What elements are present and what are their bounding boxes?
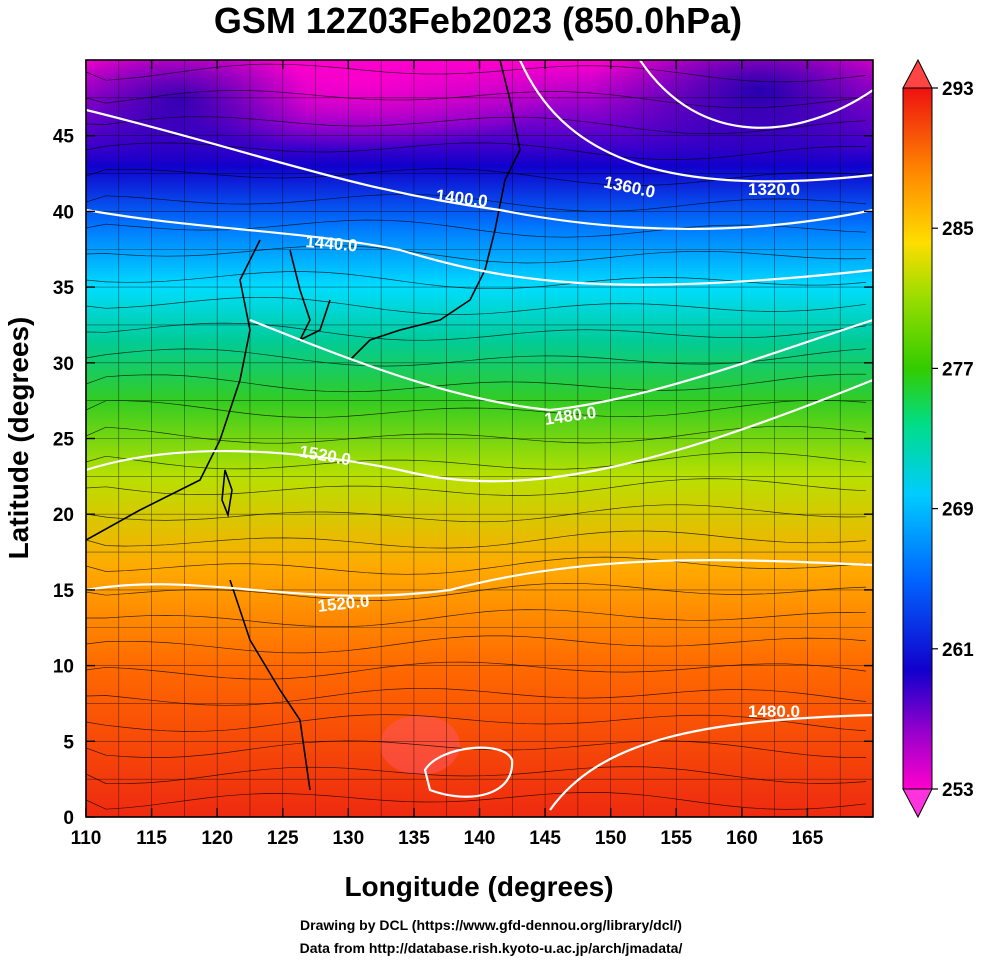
y-axis-label: Latitude (degrees): [3, 317, 34, 560]
streamline: [86, 373, 866, 393]
y-axis-ticks: 0 5 10 15 20 25 30 35 40 45: [53, 127, 873, 829]
colorbar-tick-label: 277: [942, 359, 974, 380]
streamline: [86, 425, 867, 444]
streamline: [86, 792, 867, 810]
streamline: [86, 661, 867, 680]
temperature-field: [86, 60, 873, 817]
contour-1320: [639, 60, 873, 129]
colorbar: 293 285 277 269 261 253: [902, 58, 974, 819]
contour-1360: [518, 60, 873, 183]
colorbar-ticks: 293 285 277 269 261 253: [932, 79, 974, 801]
colorbar-tick-label: 293: [942, 79, 974, 100]
streamline: [86, 452, 867, 470]
contour-1480-loop: [423, 746, 514, 798]
coastline-japan: [349, 60, 521, 361]
streamline: [86, 635, 867, 654]
streamline: [86, 556, 867, 575]
x-tick-label: 145: [529, 828, 561, 849]
streamline: [86, 504, 867, 523]
x-tick-label: 135: [398, 828, 430, 849]
colorbar-tick-label: 261: [942, 640, 974, 661]
contour-1520-n: [86, 378, 873, 483]
y-tick-label: 5: [63, 732, 74, 753]
x-tick-label: 140: [464, 828, 496, 849]
streamline: [86, 399, 867, 418]
y-tick-label: 40: [53, 202, 74, 223]
streamline: [86, 609, 867, 628]
contour-1480: [249, 318, 873, 412]
y-tick-label: 0: [63, 808, 74, 829]
coastlines: [86, 60, 521, 791]
coastline-china: [86, 239, 261, 541]
contour-1400: [86, 108, 873, 231]
x-tick-label: 155: [660, 828, 692, 849]
x-tick-label: 130: [332, 828, 364, 849]
streamline: [86, 63, 867, 83]
streamline: [86, 687, 867, 706]
y-tick-label: 20: [53, 505, 74, 526]
colorbar-bottom-triangle: [902, 788, 933, 819]
credit-data: Data from http://database.rish.kyoto-u.a…: [299, 940, 683, 956]
y-tick-label: 30: [53, 354, 74, 375]
coastline-taiwan: [221, 469, 233, 518]
streamline: [86, 296, 867, 315]
streamline: [86, 530, 867, 549]
x-tick-label: 165: [792, 828, 824, 849]
colorbar-tick-label: 269: [942, 500, 974, 521]
x-tick-label: 120: [201, 828, 233, 849]
streamline: [86, 90, 867, 109]
contour-label: 1440.0: [305, 232, 358, 255]
coastline-philippines: [229, 579, 311, 791]
contour-labels: 1320.0 1360.0 1400.0 1440.0 1480.0 1520.…: [298, 172, 800, 721]
colorbar-tick-label: 253: [942, 780, 974, 801]
contour-1440: [86, 208, 873, 286]
contour-1480-s: [549, 713, 873, 811]
streamline: [86, 322, 867, 341]
y-tick-label: 45: [53, 127, 75, 148]
y-tick-label: 10: [53, 657, 74, 678]
x-axis-ticks: 110 115 120 125 130 135 140 145 150 155 160 165: [71, 60, 824, 849]
streamline: [86, 478, 867, 496]
height-contours: [86, 60, 873, 811]
streamline: [86, 740, 867, 758]
streamline: [86, 116, 867, 135]
x-tick-label: 150: [595, 828, 627, 849]
contour-label: 1480.0: [748, 702, 800, 721]
x-tick-label: 115: [136, 828, 167, 849]
contour-1520-s: [86, 559, 873, 597]
streamline: [86, 766, 867, 785]
x-axis-label: Longitude (degrees): [344, 871, 613, 902]
x-tick-label: 160: [726, 828, 758, 849]
contour-label: 1320.0: [748, 180, 800, 199]
coastline-korea: [289, 249, 331, 342]
streamline: [86, 219, 867, 238]
streamline: [86, 714, 867, 732]
streamline: [86, 168, 867, 186]
y-tick-label: 15: [53, 581, 75, 602]
y-tick-label: 35: [53, 278, 75, 299]
chart-title: GSM 12Z03Feb2023 (850.0hPa): [214, 0, 742, 41]
colorbar-top-triangle: [902, 58, 933, 89]
colorbar-body: [902, 87, 933, 790]
x-tick-label: 110: [71, 828, 102, 849]
credit-drawing: Drawing by DCL (https://www.gfd-dennou.o…: [300, 917, 682, 933]
streamline: [86, 245, 867, 264]
y-tick-label: 25: [53, 430, 75, 451]
grid-lines: [86, 60, 873, 817]
colorbar-tick-label: 285: [942, 219, 974, 240]
x-tick-label: 125: [267, 828, 299, 849]
streamline: [86, 193, 867, 212]
